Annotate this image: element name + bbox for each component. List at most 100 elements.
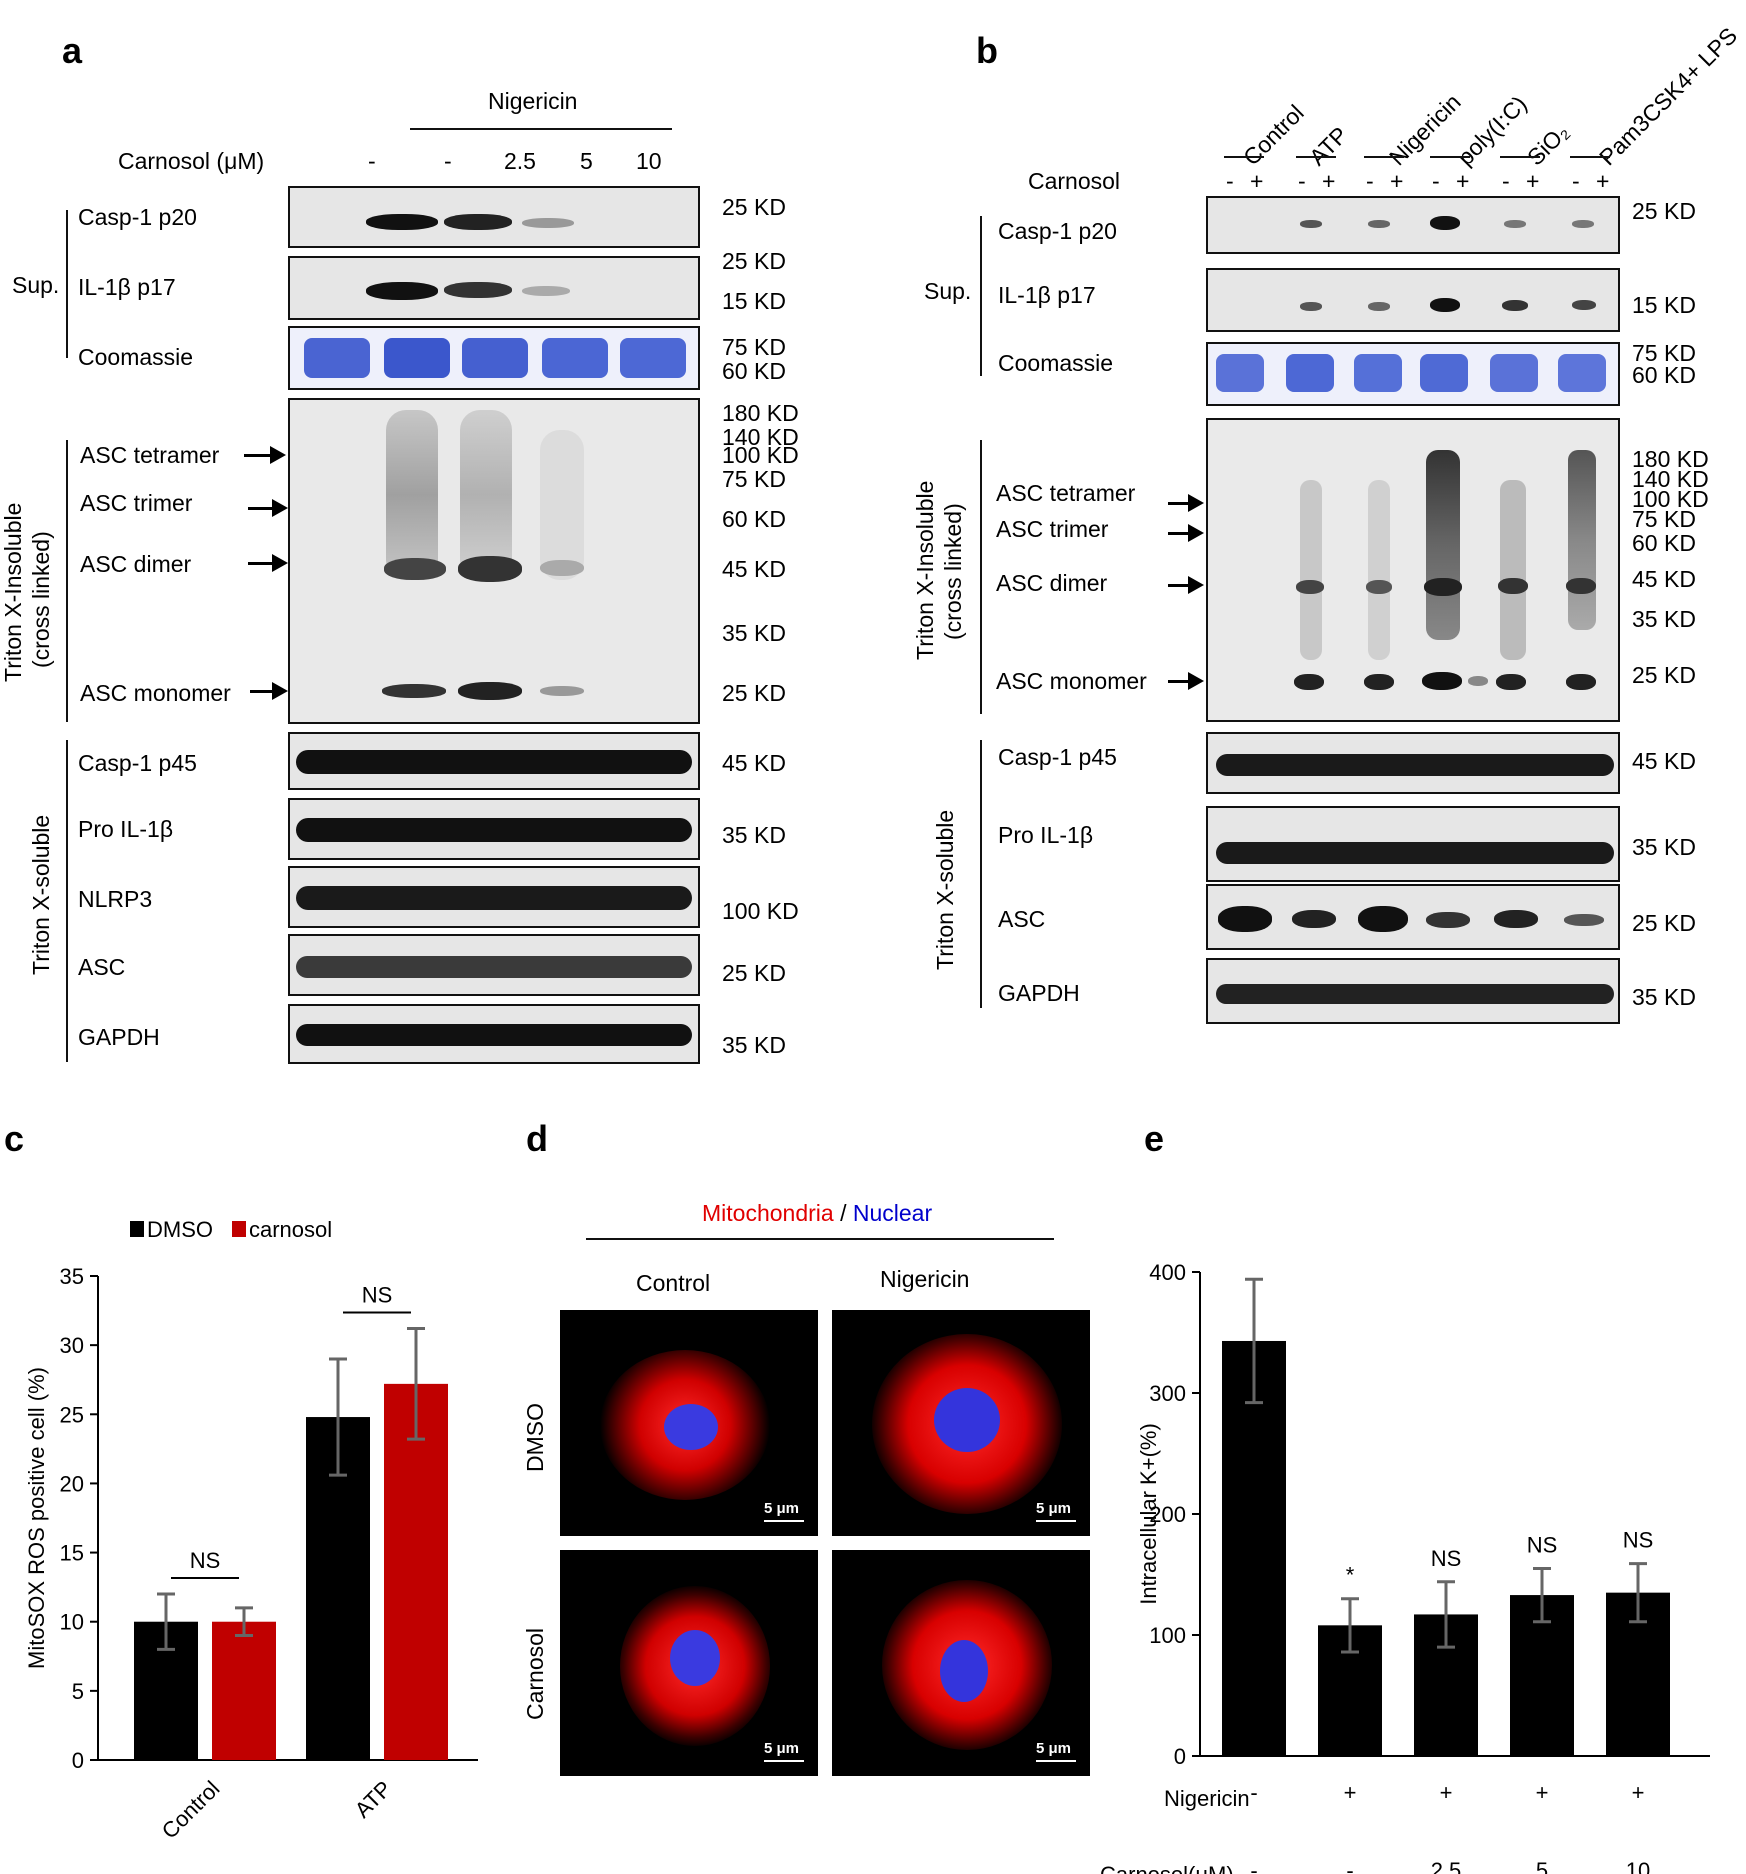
panel-e-label: e (1144, 1118, 1165, 1159)
y-tick-label-1: 100 (1149, 1623, 1186, 1648)
b-lane-8: + (1456, 168, 1470, 194)
carnosol-value-0: - (1250, 1858, 1257, 1874)
lane-3-label: 2.5 (504, 148, 536, 174)
blot-a-gapdh (288, 1004, 700, 1064)
marker-a-9: 75 KD (722, 466, 786, 492)
y-tick-label-4: 20 (60, 1471, 84, 1496)
carnosol-value-2: 2.5 (1431, 1858, 1462, 1874)
nigericin-header: Nigericin (488, 88, 578, 114)
y-tick-label-3: 300 (1149, 1381, 1186, 1406)
y-axis-label: Intracellular K+(%) (1136, 1423, 1161, 1605)
marker-b-11: 35 KD (1632, 606, 1696, 632)
b-row-gapdh: GAPDH (998, 980, 1080, 1006)
group-atp: ATP (1304, 121, 1353, 171)
blot-a-asc (288, 934, 700, 996)
marker-a-1: 25 KD (722, 194, 786, 220)
b-row-il1b-p17: IL-1β p17 (998, 282, 1096, 308)
chart-c: 0 5 10 15 20 25 30 35 MitoSOX ROS positive cell … (24, 1217, 478, 1844)
blot-a-casp1-p20 (288, 186, 700, 248)
insoluble-sublabel: (cross linked) (28, 531, 54, 668)
blot-b-gapdh (1206, 958, 1620, 1024)
b-lane-1: - (1226, 168, 1234, 194)
y-tick-label-2: 10 (60, 1610, 84, 1635)
marker-a-6: 180 KD (722, 400, 799, 426)
row-asc-tetramer: ASC tetramer (80, 442, 220, 468)
group-pam3csk4-lps: Pam3CSK4+ LPS (1594, 22, 1743, 171)
carnosol-label-b: Carnosol (1028, 168, 1121, 194)
lane-1-label: - (368, 148, 376, 174)
bar-polyic (1430, 156, 1470, 158)
scale-label-3: 5 μm (764, 1740, 800, 1757)
marker-b-9: 60 KD (1632, 530, 1696, 556)
row-asc-dimer: ASC dimer (80, 551, 192, 577)
annotation-1: * (1346, 1563, 1355, 1588)
marker-b-14: 35 KD (1632, 834, 1696, 860)
ns-label-Control: NS (190, 1548, 221, 1573)
panel-d-title: Mitochondria / Nuclear (702, 1200, 932, 1227)
blot-b-casp1-p20 (1206, 196, 1620, 254)
marker-a-2: 25 KD (722, 248, 786, 274)
b-lane-11: - (1572, 168, 1580, 194)
blot-b-asc-oligomers (1206, 418, 1620, 722)
soluble-label: Triton X-soluble (28, 814, 54, 975)
panel-a-label: a (62, 30, 83, 71)
marker-a-15: 35 KD (722, 822, 786, 848)
b-insoluble-sublabel: (cross linked) (940, 503, 966, 640)
row-dmso: DMSO (522, 1403, 548, 1472)
blot-a-pro-il1b (288, 798, 700, 860)
legend-swatch-carnosol (232, 1221, 246, 1237)
marker-a-3: 15 KD (722, 288, 786, 314)
annotation-3: NS (1527, 1532, 1558, 1557)
blot-a-asc-oligomers (288, 398, 700, 724)
marker-a-7: 140 KD (722, 424, 799, 450)
lane-5-label: 10 (636, 148, 662, 174)
marker-a-17: 25 KD (722, 960, 786, 986)
title-separator: / (833, 1200, 853, 1226)
bar-0 (1222, 1340, 1286, 1756)
marker-b-13: 45 KD (1632, 748, 1696, 774)
blot-b-pro-il1b (1206, 806, 1620, 882)
row-asc-trimer: ASC trimer (80, 490, 193, 516)
nigericin-bracket (410, 128, 672, 130)
marker-b-8: 75 KD (1632, 506, 1696, 532)
group-sio2: SiO₂ (1522, 118, 1574, 171)
b-row-asc-trimer: ASC trimer (996, 516, 1109, 542)
lane-4-label: 5 (580, 148, 593, 174)
b-soluble-label: Triton X-soluble (932, 809, 958, 970)
b-lane-7: - (1432, 168, 1440, 194)
blot-b-coomassie (1206, 342, 1620, 406)
legend-swatch-DMSO (130, 1221, 144, 1237)
carnosol-value-4: 10 (1626, 1858, 1650, 1874)
row-casp1-p45: Casp-1 p45 (78, 750, 197, 776)
b-lane-12: + (1596, 168, 1610, 194)
b-arrow-tetramer (1168, 494, 1204, 512)
b-lane-9: - (1502, 168, 1510, 194)
panel-d-label: d (526, 1118, 548, 1159)
b-soluble-bracket (980, 740, 982, 1008)
arrow-dimer (248, 554, 288, 572)
b-row-asc-tetramer: ASC tetramer (996, 480, 1136, 506)
b-lane-10: + (1526, 168, 1540, 194)
bar-nigericin (1364, 156, 1404, 158)
blot-a-il1b-p17 (288, 256, 700, 320)
bar-carnosol-ATP (384, 1383, 448, 1760)
nigericin-value-1: + (1344, 1780, 1357, 1805)
marker-a-16: 100 KD (722, 898, 799, 924)
nigericin-value-2: + (1440, 1780, 1453, 1805)
b-lane-6: + (1390, 168, 1404, 194)
marker-a-13: 25 KD (722, 680, 786, 706)
bar-pam (1570, 156, 1610, 158)
row-asc-monomer: ASC monomer (80, 680, 231, 706)
y-tick-label-1: 5 (72, 1679, 84, 1704)
chart-e: 0 100 200 300 400 Intracellular K+(%) - - * + - NS +… (1100, 1260, 1710, 1874)
bar-control (1224, 156, 1264, 158)
b-arrow-trimer (1168, 524, 1204, 542)
marker-a-5: 60 KD (722, 358, 786, 384)
bar-carnosol-Control (212, 1621, 276, 1760)
marker-b-6: 140 KD (1632, 466, 1709, 492)
marker-b-7: 100 KD (1632, 486, 1709, 512)
micrograph-carnosol-nigericin: 5 μm (832, 1550, 1090, 1776)
marker-a-4: 75 KD (722, 334, 786, 360)
legend-label-carnosol: carnosol (249, 1217, 332, 1242)
micrograph-carnosol-control: 5 μm (560, 1550, 818, 1776)
